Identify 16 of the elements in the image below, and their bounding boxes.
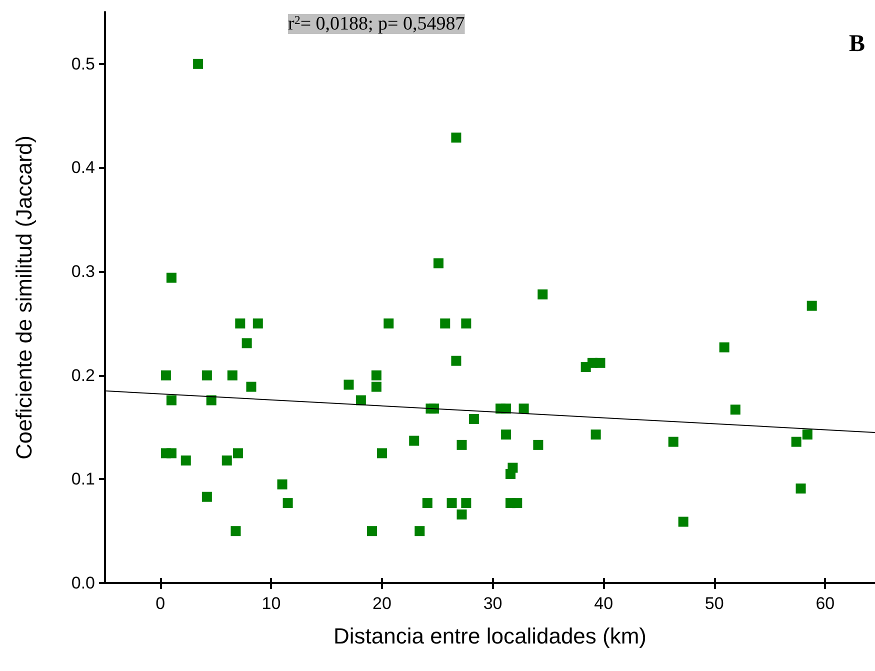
x-tick-label: 0 (156, 594, 166, 613)
x-tick-label: 30 (483, 594, 502, 613)
y-tick-label: 0.2 (71, 366, 95, 385)
y-tick-label: 0.1 (71, 470, 95, 489)
annotation: B (848, 31, 866, 57)
y-tick-label: 0.3 (71, 262, 95, 282)
x-axis-title: Distancia entre localidades (km) (333, 624, 647, 648)
y-tick-label: 0.5 (71, 54, 95, 74)
x-tick-label: 10 (262, 594, 281, 613)
x-tick-label: 20 (372, 594, 392, 613)
x-tick-label: 50 (704, 594, 724, 613)
y-tick-label: 0.4 (71, 158, 95, 178)
y-tick-label: 0.0 (71, 574, 95, 592)
x-tick-label: 40 (594, 594, 614, 613)
x-tick-label: 60 (816, 594, 835, 613)
y-axis-title: Coeficiente de similitud (Jaccard) (12, 135, 36, 460)
